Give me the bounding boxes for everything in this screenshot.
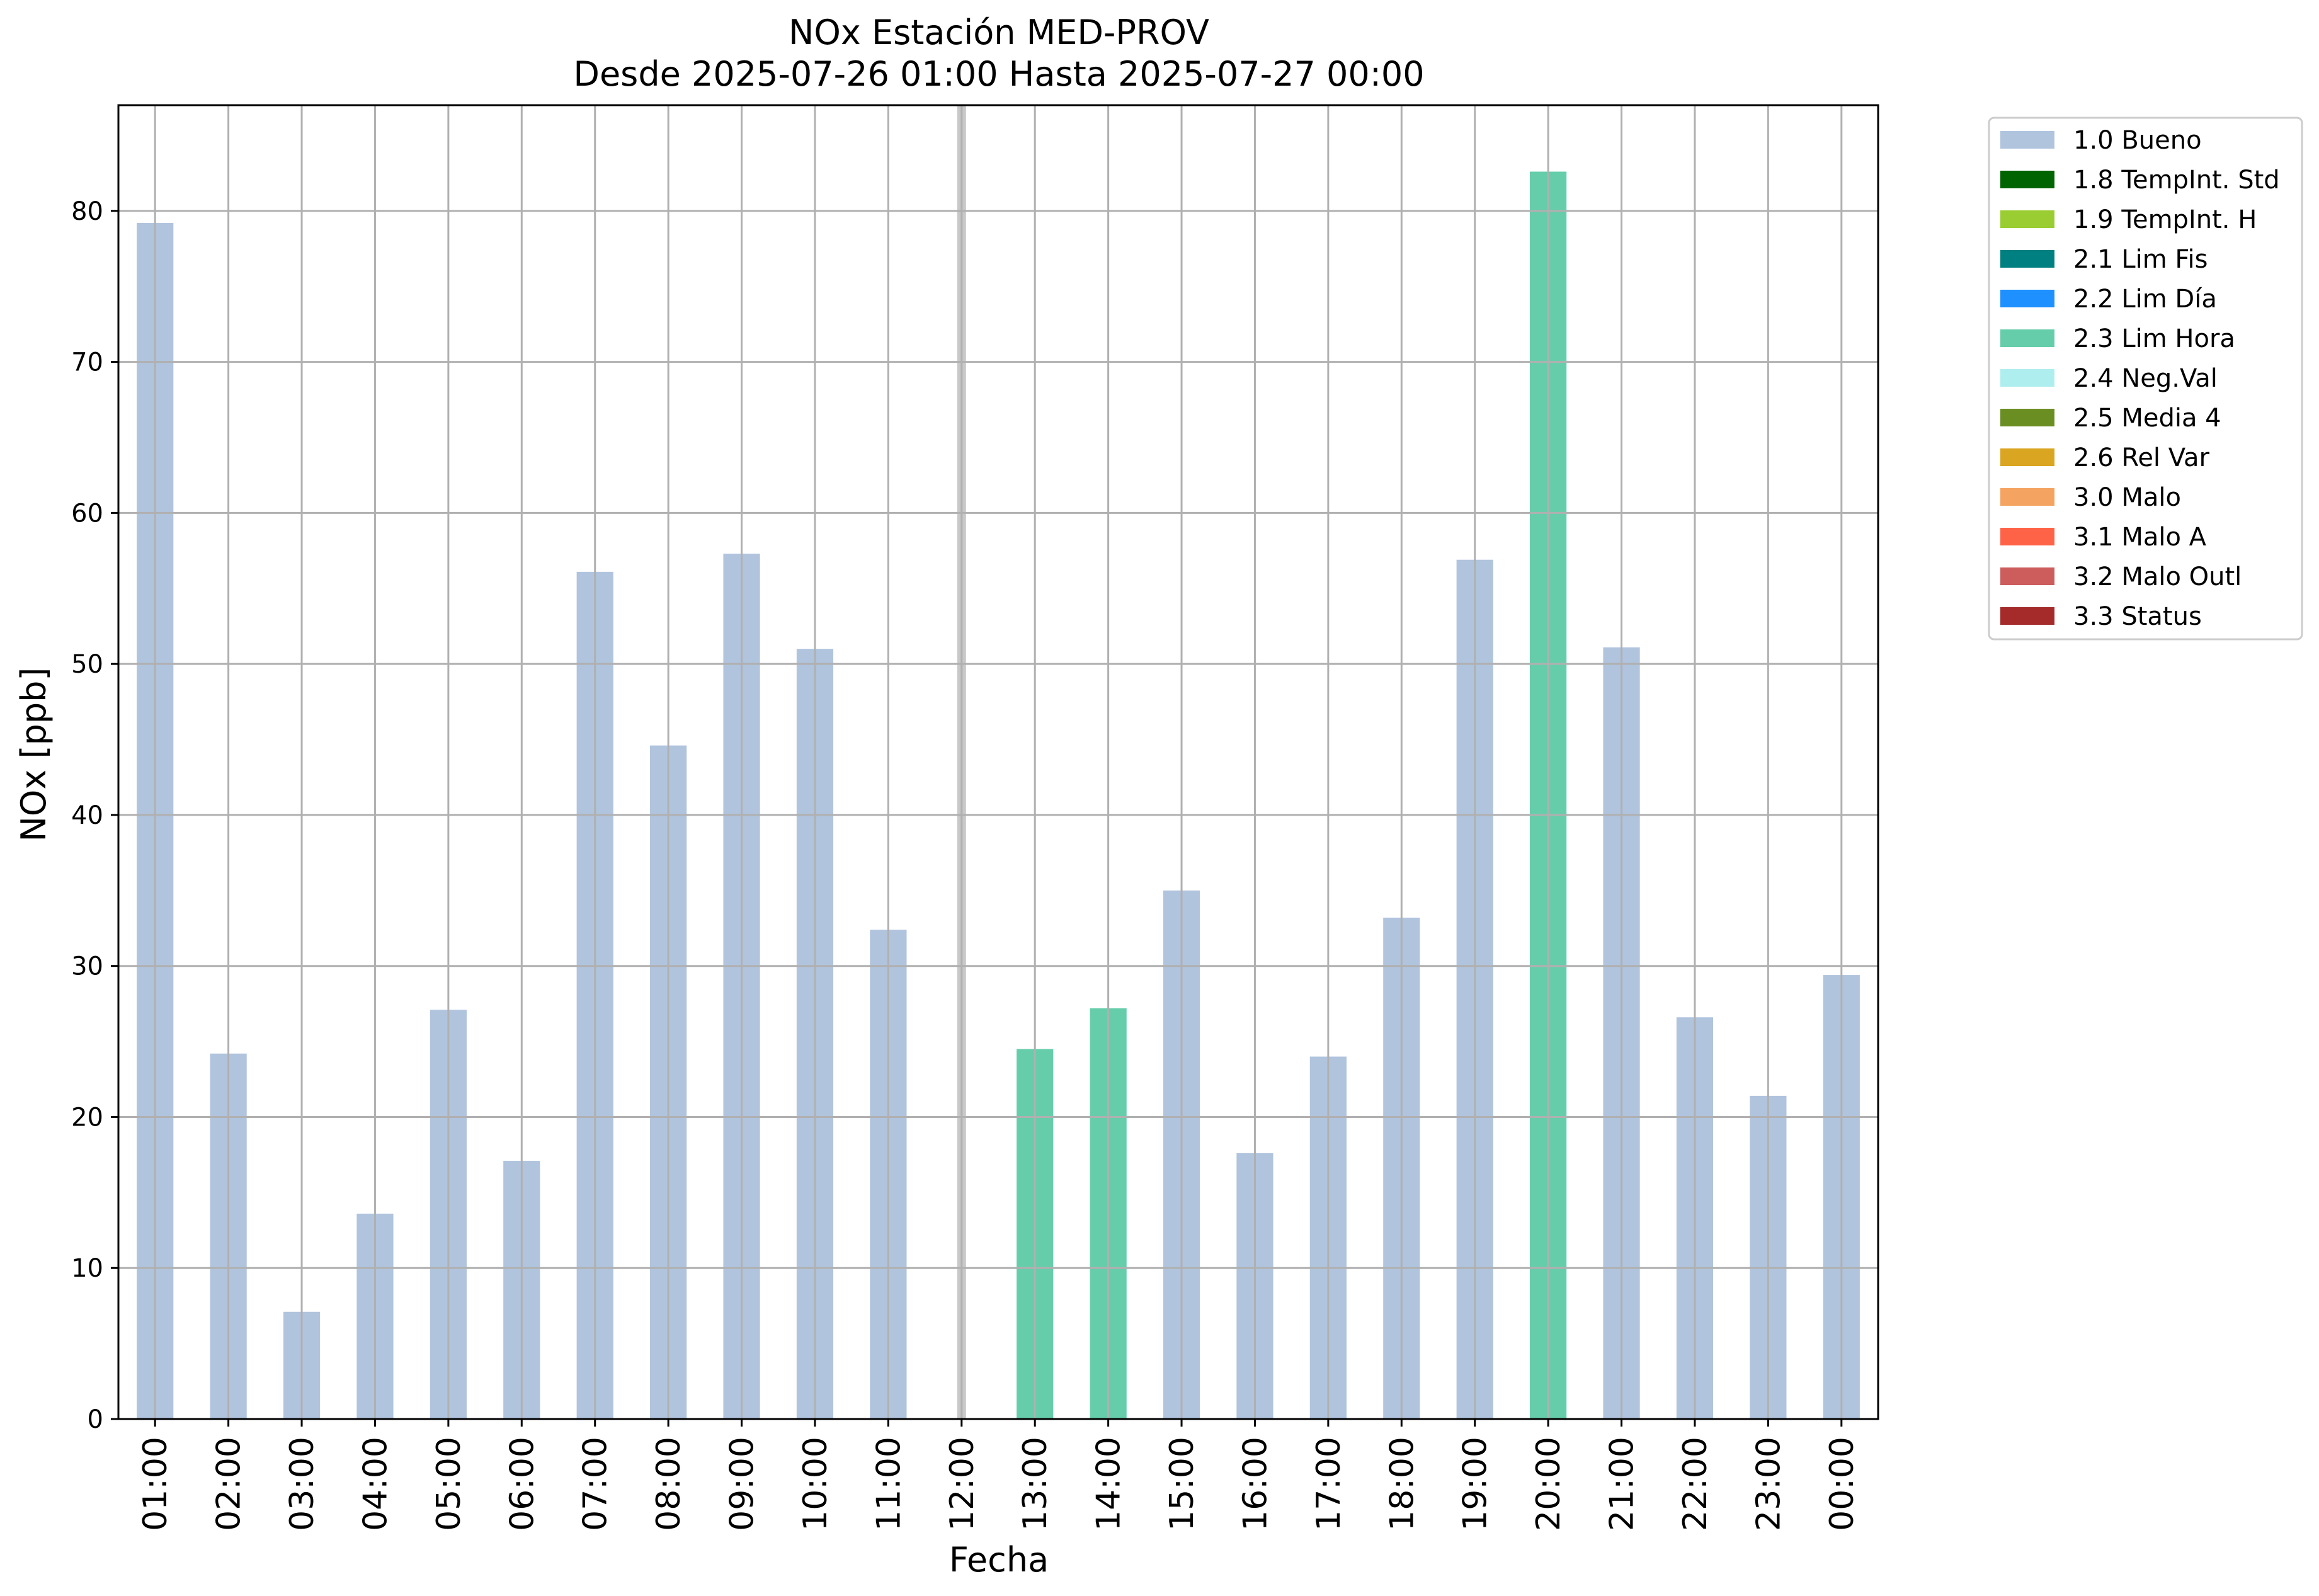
- x-tick-label: 23:00: [1750, 1437, 1787, 1531]
- legend-box: [1988, 117, 2303, 641]
- legend-label: 2.6 Rel Var: [2073, 443, 2210, 472]
- x-tick-label: 10:00: [797, 1437, 835, 1531]
- x-tick-label: 12:00: [943, 1437, 981, 1531]
- x-tick-label: 04:00: [356, 1437, 394, 1531]
- legend-swatch: [2000, 528, 2054, 545]
- legend-swatch: [2000, 290, 2054, 307]
- x-tick-label: 11:00: [870, 1437, 908, 1531]
- x-tick-label: 19:00: [1457, 1437, 1495, 1531]
- legend-label: 1.9 TempInt. H: [2073, 205, 2257, 234]
- legend-swatch: [2000, 171, 2054, 188]
- x-tick-label: 14:00: [1090, 1437, 1128, 1531]
- legend: 1.0 Bueno 1.8 TempInt. Std 1.9 TempInt. H 2…: [1988, 117, 2303, 641]
- x-tick-label: 17:00: [1310, 1437, 1348, 1531]
- x-tick-label: 21:00: [1604, 1437, 1641, 1531]
- legend-swatch: [2000, 210, 2054, 228]
- x-tick-label: 16:00: [1236, 1437, 1274, 1531]
- x-tick-label: 03:00: [283, 1437, 321, 1531]
- x-tick-label: 18:00: [1383, 1437, 1421, 1531]
- legend-swatch: [2000, 448, 2054, 466]
- legend-label: 3.0 Malo: [2073, 483, 2181, 512]
- y-tick-label: 60: [71, 499, 103, 528]
- chart-subtitle: Desde 2025-07-26 01:00 Hasta 2025-07-27 …: [573, 54, 1424, 94]
- legend-swatch: [2000, 409, 2054, 426]
- y-tick-label: 50: [71, 650, 103, 679]
- legend-label: 2.4 Neg.Val: [2073, 364, 2218, 393]
- legend-swatch: [2000, 131, 2054, 149]
- x-tick-label: 05:00: [430, 1437, 468, 1531]
- y-axis: 0 10 20 30 40 50 60 70 80: [71, 197, 118, 1434]
- legend-swatch: [2000, 250, 2054, 268]
- x-axis: 01:00 02:00 03:00 04:00 05:00 06:00 07:00 08:00…: [137, 1419, 1861, 1531]
- y-tick-label: 30: [71, 952, 103, 981]
- x-tick-label: 08:00: [650, 1437, 688, 1531]
- legend-swatch: [2000, 607, 2054, 625]
- x-tick-label: 00:00: [1823, 1437, 1861, 1531]
- legend-swatch: [2000, 488, 2054, 506]
- y-tick-label: 40: [71, 801, 103, 830]
- x-tick-label: 09:00: [724, 1437, 761, 1531]
- legend-label: 1.8 TempInt. Std: [2073, 166, 2280, 195]
- x-tick-label: 02:00: [210, 1437, 248, 1531]
- legend-swatch: [2000, 567, 2054, 585]
- y-tick-label: 20: [71, 1103, 103, 1132]
- legend-label: 1.0 Bueno: [2073, 126, 2202, 155]
- x-tick-label: 13:00: [1017, 1437, 1054, 1531]
- x-tick-label: 06:00: [503, 1437, 541, 1531]
- legend-label: 2.3 Lim Hora: [2073, 324, 2235, 353]
- y-tick-label: 0: [88, 1405, 103, 1434]
- y-tick-label: 70: [71, 348, 103, 377]
- x-tick-label: 07:00: [577, 1437, 615, 1531]
- legend-label: 2.2 Lim Día: [2073, 285, 2217, 314]
- legend-label: 2.1 Lim Fis: [2073, 245, 2208, 274]
- legend-label: 3.3 Status: [2073, 602, 2202, 631]
- x-tick-label: 20:00: [1530, 1437, 1568, 1531]
- y-tick-label: 10: [71, 1254, 103, 1283]
- plot-frame: [117, 104, 1879, 1420]
- y-axis-label: NOx [ppb]: [14, 668, 54, 842]
- x-tick-label: 22:00: [1677, 1437, 1714, 1531]
- legend-label: 3.2 Malo Outl: [2073, 562, 2242, 591]
- legend-label: 2.5 Media 4: [2073, 404, 2221, 433]
- legend-swatch: [2000, 369, 2054, 387]
- legend-label: 3.1 Malo A: [2073, 523, 2207, 552]
- x-tick-label: 01:00: [137, 1437, 174, 1531]
- grid-lines: [118, 105, 1878, 1420]
- chart-title: NOx Estación MED-PROV: [789, 13, 1209, 52]
- x-tick-label: 15:00: [1163, 1437, 1201, 1531]
- legend-swatch: [2000, 329, 2054, 347]
- x-axis-label: Fecha: [949, 1540, 1049, 1580]
- bars: [137, 105, 1860, 1420]
- y-tick-label: 80: [71, 197, 103, 226]
